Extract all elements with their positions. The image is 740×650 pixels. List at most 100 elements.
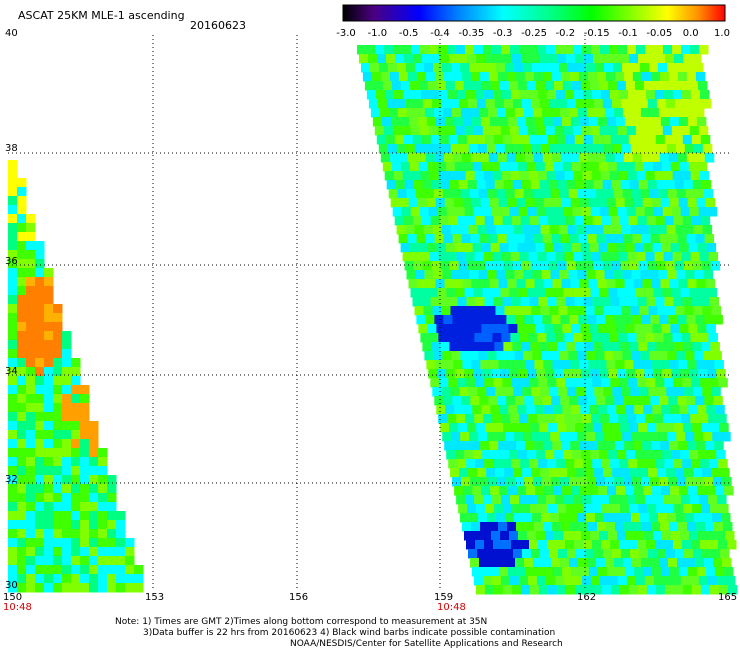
- field-cell: [26, 556, 36, 566]
- field-cell: [134, 565, 144, 575]
- field-cell: [682, 585, 693, 595]
- field-cell: [423, 306, 433, 316]
- field-cell: [512, 261, 523, 271]
- field-cell: [600, 45, 610, 55]
- field-cell: [454, 162, 465, 172]
- field-cell: [625, 243, 636, 253]
- field-cell: [608, 126, 619, 136]
- field-cell: [716, 369, 726, 379]
- field-cell: [633, 441, 643, 451]
- field-cell: [600, 333, 610, 343]
- field-cell: [26, 583, 36, 593]
- field-cell: [460, 189, 471, 199]
- field-cell: [116, 511, 126, 521]
- field-cell: [53, 538, 63, 548]
- field-cell: [467, 99, 478, 109]
- field-cell: [477, 549, 487, 559]
- field-cell: [98, 574, 108, 584]
- field-cell: [450, 225, 461, 235]
- field-cell: [707, 576, 718, 586]
- field-cell: [656, 261, 667, 271]
- field-cell: [579, 360, 589, 370]
- field-cell: [610, 540, 620, 550]
- field-cell: [44, 466, 54, 476]
- field-cell: [594, 549, 604, 559]
- field-cell: [446, 288, 456, 298]
- field-cell: [433, 63, 443, 73]
- field-cell: [442, 189, 453, 199]
- field-cell: [429, 252, 440, 262]
- field-cell: [35, 547, 45, 557]
- field-cell: [587, 153, 598, 163]
- field-cell: [512, 342, 522, 352]
- field-cell: [598, 81, 609, 91]
- field-cell: [71, 511, 81, 521]
- field-cell: [544, 162, 555, 172]
- field-cell: [520, 297, 530, 307]
- field-cell: [506, 153, 517, 163]
- field-cell: [8, 340, 18, 350]
- field-cell: [642, 567, 653, 577]
- field-cell: [627, 414, 637, 424]
- field-cell: [614, 396, 624, 406]
- field-cell: [483, 333, 493, 343]
- field-cell: [582, 333, 592, 343]
- field-cell: [400, 243, 411, 253]
- field-cell: [564, 333, 574, 343]
- field-cell: [620, 99, 631, 109]
- field-cell: [35, 367, 45, 377]
- field-cell: [508, 486, 518, 496]
- field-cell: [456, 495, 466, 505]
- field-cell: [546, 252, 557, 262]
- field-cell: [505, 270, 515, 280]
- field-cell: [578, 153, 589, 163]
- field-cell: [89, 529, 99, 539]
- field-cell: [489, 117, 500, 127]
- field-cell: [498, 441, 508, 451]
- field-cell: [632, 72, 643, 82]
- field-cell: [549, 225, 560, 235]
- field-cell: [604, 108, 615, 118]
- field-cell: [456, 171, 467, 181]
- field-cell: [371, 72, 382, 82]
- field-cell: [381, 117, 392, 127]
- field-cell: [440, 423, 450, 433]
- field-cell: [44, 547, 54, 557]
- field-cell: [578, 72, 589, 82]
- field-cell: [667, 270, 677, 280]
- field-cell: [685, 189, 696, 199]
- field-cell: [481, 81, 492, 91]
- field-cell: [530, 180, 541, 190]
- field-cell: [549, 306, 559, 316]
- field-cell: [671, 369, 681, 379]
- field-cell: [594, 468, 604, 478]
- field-cell: [680, 576, 691, 586]
- field-cell: [89, 565, 99, 575]
- field-cell: [35, 268, 45, 278]
- field-cell: [589, 405, 599, 415]
- field-cell: [620, 504, 630, 514]
- field-cell: [610, 459, 620, 469]
- field-cell: [522, 225, 533, 235]
- field-cell: [583, 135, 594, 145]
- field-cell: [506, 234, 517, 244]
- field-cell: [466, 297, 476, 307]
- field-cell: [588, 522, 598, 532]
- field-cell: [572, 207, 583, 217]
- field-cell: [116, 565, 126, 575]
- field-cell: [695, 396, 705, 406]
- field-cell: [689, 531, 699, 541]
- field-cell: [660, 117, 671, 127]
- field-cell: [650, 315, 660, 325]
- field-cell: [53, 565, 63, 575]
- field-cell: [535, 243, 546, 253]
- field-cell: [491, 369, 501, 379]
- field-cell: [400, 81, 411, 91]
- field-cell: [498, 198, 509, 208]
- field-cell: [688, 405, 698, 415]
- field-cell: [548, 423, 558, 433]
- field-cell: [457, 459, 467, 469]
- field-cell: [609, 90, 620, 100]
- field-cell: [669, 279, 679, 289]
